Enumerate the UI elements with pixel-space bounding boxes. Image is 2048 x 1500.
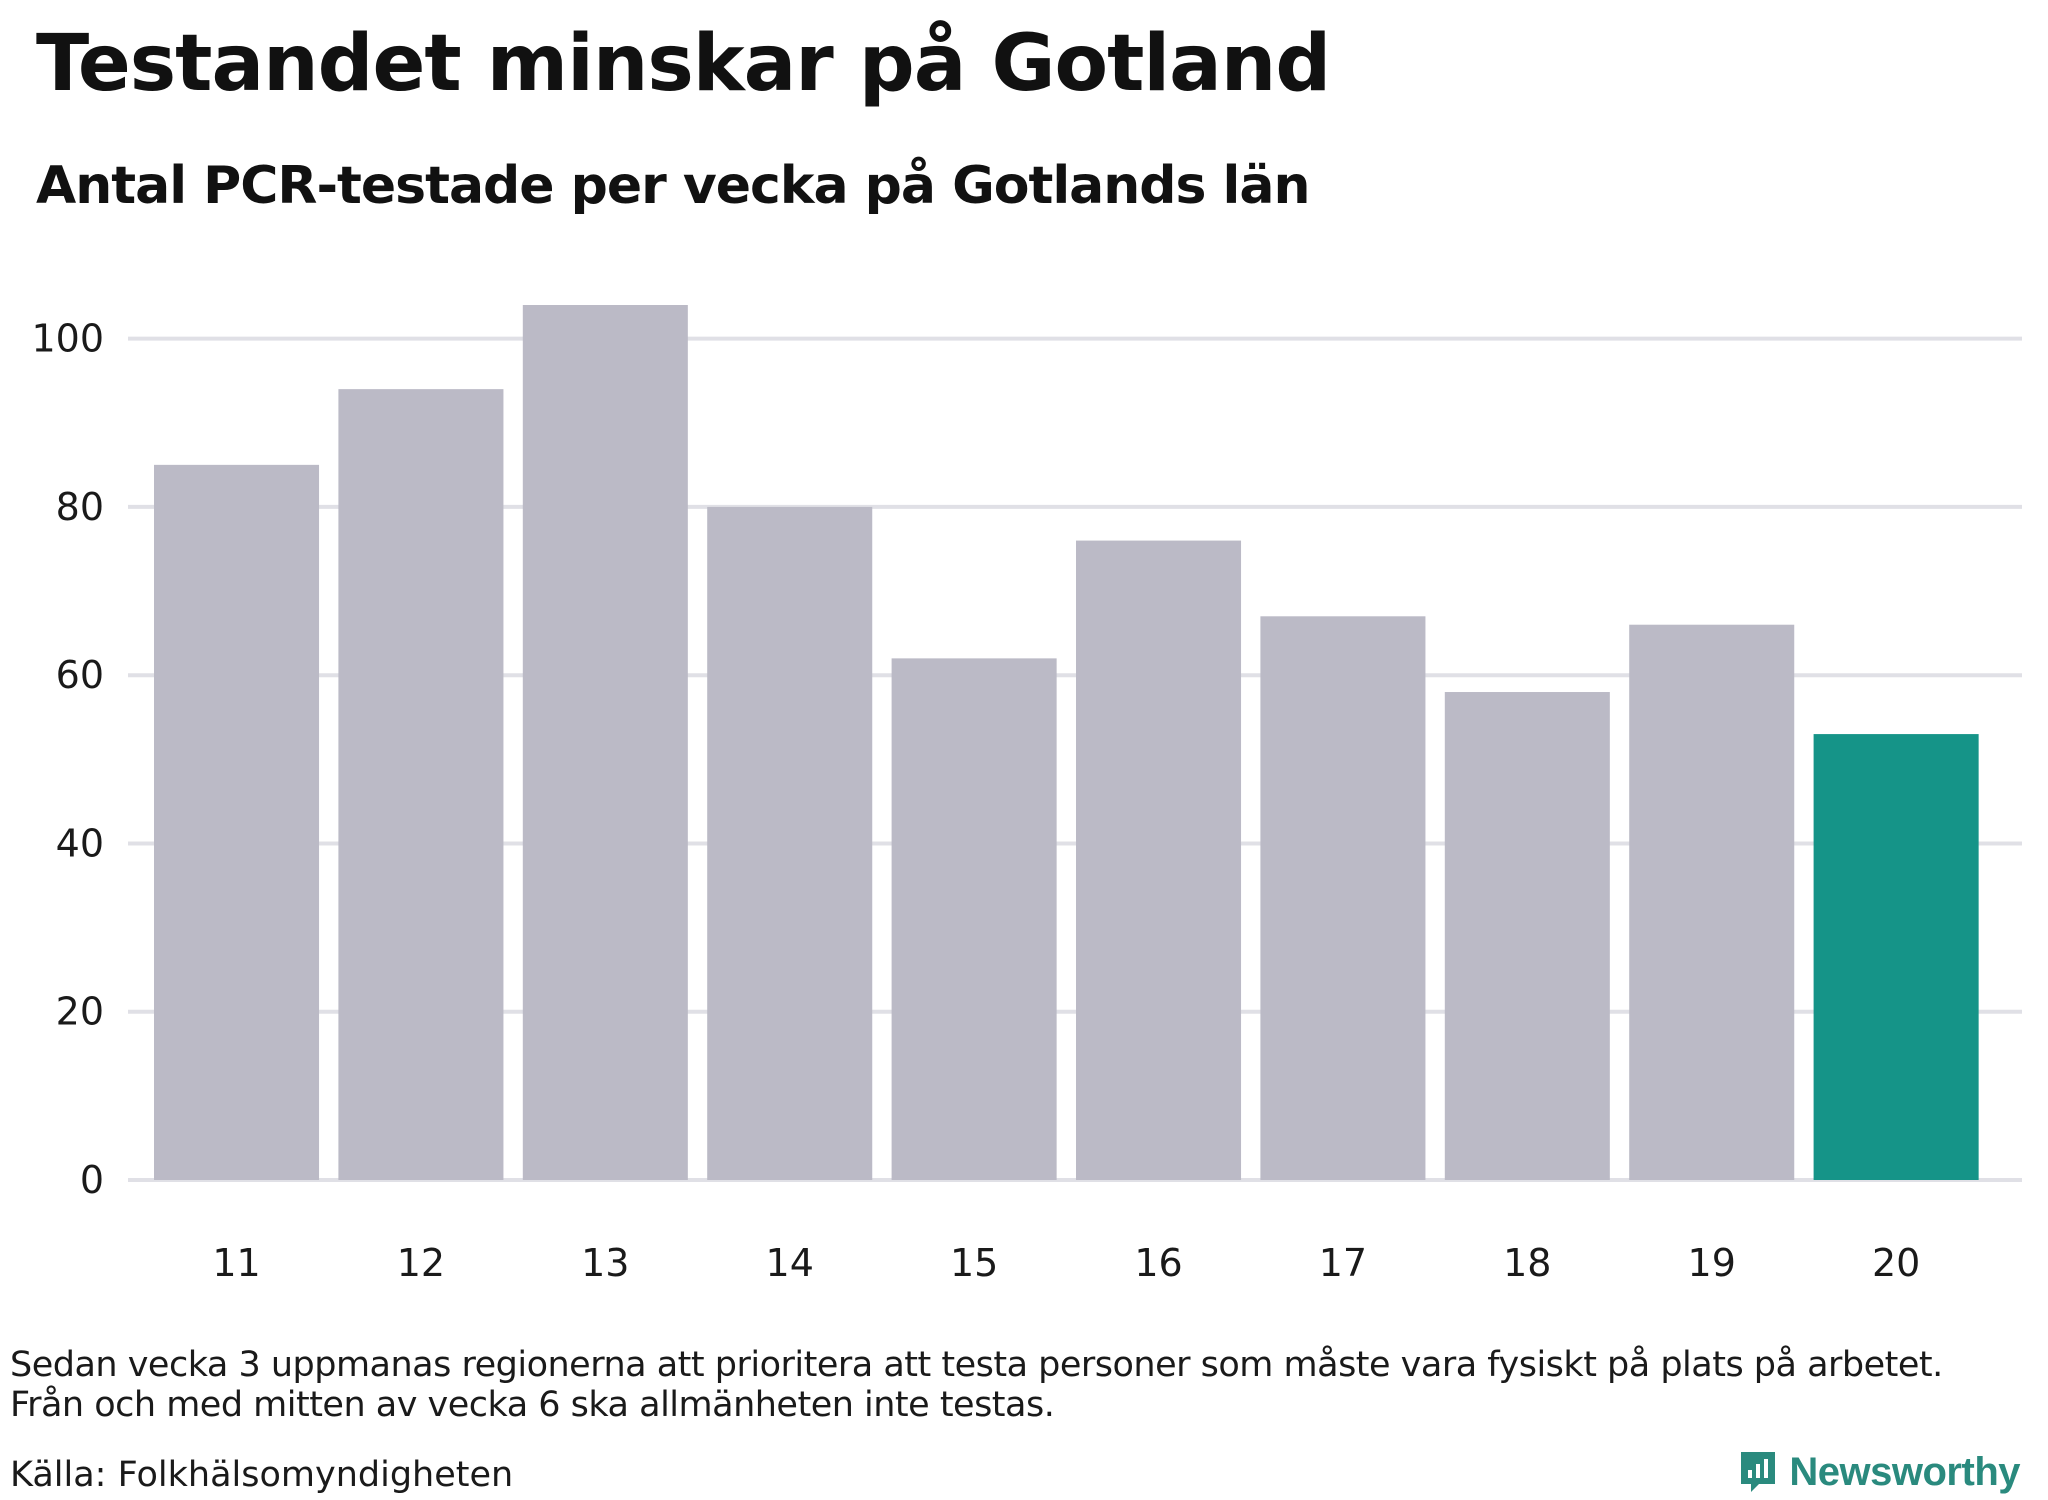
x-tick-label: 11 [212,1241,260,1285]
y-tick-label: 80 [56,485,104,529]
bars [154,305,1979,1180]
bar [1813,734,1979,1180]
bar-chart: 0 20 40 60 80 100 11 12 13 14 15 16 17 18 19 20 [31,305,2022,1285]
y-tick-label: 0 [80,1158,104,1202]
chart-subtitle: Antal PCR-testade per vecka på Gotlands … [36,156,1310,216]
y-tick-label: 40 [56,821,104,865]
y-tick-label: 20 [56,990,104,1034]
y-tick-label: 100 [31,317,104,361]
newsworthy-logo: Newsworthy [1737,1448,2020,1496]
newsworthy-logo-icon [1741,1452,1776,1492]
chart-title: Testandet minskar på Gotland [36,19,1331,109]
x-tick-label: 15 [950,1241,998,1285]
bar [1444,692,1610,1180]
source-note: Källa: Folkhälsomyndigheten [10,1455,514,1495]
footnote: Sedan vecka 3 uppmanas regionerna att pr… [10,1345,1943,1425]
footnote-line: Från och med mitten av vecka 6 ska allmä… [10,1385,1055,1425]
x-tick-label: 20 [1872,1241,1920,1285]
x-tick-label: 12 [397,1241,445,1285]
x-tick-label: 14 [766,1241,814,1285]
x-tick-label: 17 [1319,1241,1367,1285]
bar [1076,540,1242,1180]
bar [891,658,1057,1180]
footnote-line: Sedan vecka 3 uppmanas regionerna att pr… [10,1345,1943,1385]
x-tick-label: 19 [1688,1241,1736,1285]
bar [1260,616,1426,1180]
y-axis-ticks: 0 20 40 60 80 100 [31,317,104,1202]
x-axis-ticks: 11 12 13 14 15 16 17 18 19 20 [212,1241,1920,1285]
y-tick-label: 60 [56,653,104,697]
bar [1629,624,1795,1180]
x-tick-label: 16 [1134,1241,1182,1285]
bar [154,464,320,1180]
x-tick-label: 13 [581,1241,629,1285]
bar [707,506,873,1180]
bar [522,305,688,1180]
x-tick-label: 18 [1503,1241,1551,1285]
logo-text: Newsworthy [1789,1449,2020,1494]
bar [338,389,504,1180]
